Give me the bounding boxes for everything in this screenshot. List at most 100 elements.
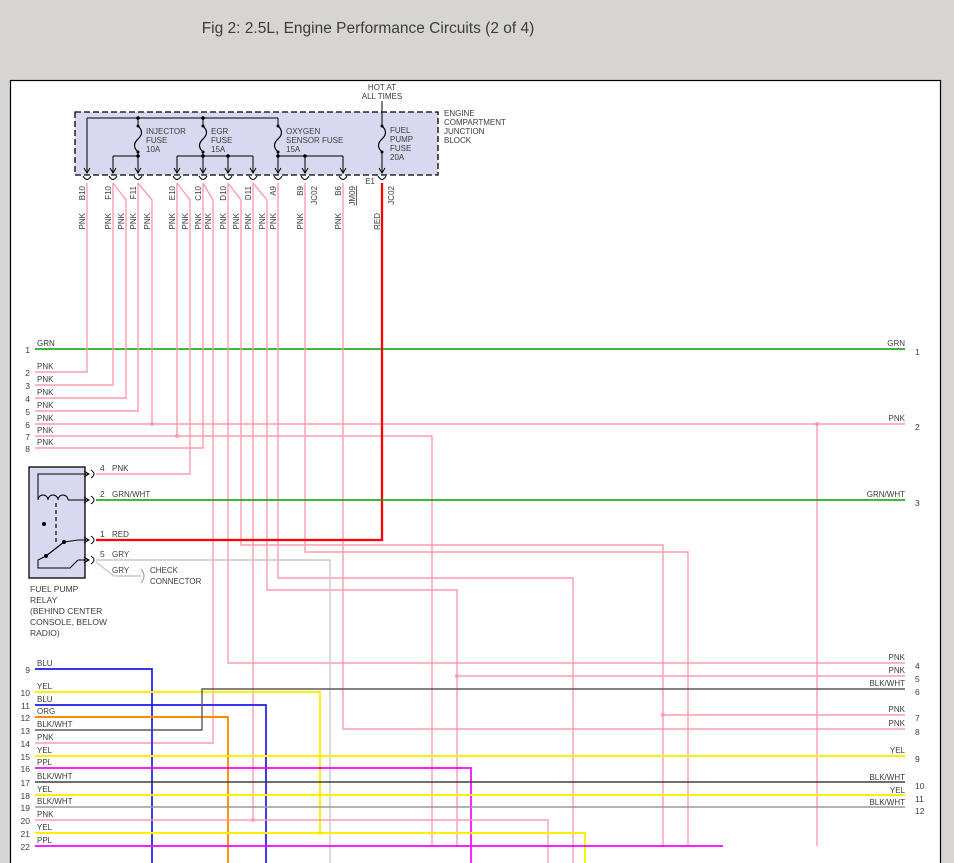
block-pin: D10 xyxy=(219,156,233,201)
wire-color-tag: PNK xyxy=(78,212,87,229)
pin-connector-arc xyxy=(90,555,95,565)
junction-dot xyxy=(136,150,140,154)
wire-color-tag: PNK xyxy=(194,212,203,229)
wire xyxy=(37,555,79,569)
junction-dot xyxy=(62,540,66,544)
row-number: 9 xyxy=(915,754,920,764)
pin-id: D11 xyxy=(244,185,253,200)
wire-color-tag: PNK xyxy=(204,212,213,229)
wire-color-label: YEL xyxy=(37,746,53,755)
wire-color-label: BLU xyxy=(37,659,53,668)
junction-block-label: COMPARTMENT xyxy=(444,118,506,127)
junction-dot xyxy=(201,124,205,128)
block-pin: B9 JC02 xyxy=(296,156,319,205)
wire-color-label: PNK xyxy=(889,653,906,662)
wire xyxy=(35,183,139,412)
row-number: 13 xyxy=(21,726,31,736)
relay-pin: 4 PNK xyxy=(78,463,129,479)
pin-connector-arc xyxy=(108,175,118,180)
wire xyxy=(35,183,114,386)
wire-color-label: GRN/WHT xyxy=(867,490,905,499)
fuse-label: 10A xyxy=(146,145,161,154)
relay-name-label: RELAY xyxy=(30,595,58,605)
wire xyxy=(95,561,141,577)
row-number: 14 xyxy=(21,739,31,749)
relay-pin-number: 2 xyxy=(100,489,105,499)
pin-connector-arc xyxy=(90,535,95,545)
wire xyxy=(274,167,282,174)
junction-block-label: ENGINE xyxy=(444,109,475,118)
wire-color-label: RED xyxy=(112,530,129,539)
wire xyxy=(277,183,574,863)
row-number: 2 xyxy=(915,422,920,432)
wire xyxy=(35,668,153,863)
row-number: 22 xyxy=(21,842,31,852)
wire-color-label: PNK xyxy=(37,810,54,819)
fuse-label: FUSE xyxy=(390,144,411,153)
row-number: 20 xyxy=(21,816,31,826)
fuse-symbol xyxy=(198,125,208,153)
right-row-labels: GRN 1 PNK 2 GRN/WHT 3 PNK 4 PNK 5 BLK/WHT 6 PNK 7 PNK 8… xyxy=(867,339,925,816)
fuse-label: EGR xyxy=(211,127,229,136)
wire-color-label: GRN xyxy=(37,339,55,348)
wire xyxy=(301,167,309,174)
row-number: 9 xyxy=(25,665,30,675)
wire-color-label: BLK/WHT xyxy=(37,720,73,729)
wire xyxy=(35,691,321,833)
pin-id: A9 xyxy=(269,185,278,195)
pin-id: B10 xyxy=(78,185,87,200)
fuse-label: FUEL xyxy=(390,126,411,135)
splice-id: JM09 xyxy=(348,185,357,205)
wire xyxy=(109,167,117,174)
row-number: 7 xyxy=(915,713,920,723)
fuse-label: 15A xyxy=(211,145,226,154)
wire-color-tag: RED xyxy=(373,213,382,230)
wire-color-label: PNK xyxy=(37,401,54,410)
pin-id: F10 xyxy=(104,185,113,199)
pin-connector-arc xyxy=(223,175,233,180)
fuse-label: INJECTOR xyxy=(146,127,186,136)
fuse-label: FUSE xyxy=(211,136,232,145)
row-number: 10 xyxy=(915,781,925,791)
wire xyxy=(35,767,472,863)
wire-color-tag: PNK xyxy=(104,212,113,229)
wire-color-label: PNK xyxy=(889,666,906,675)
relay-name-label: FUEL PUMP xyxy=(30,584,79,594)
row-number: 12 xyxy=(21,713,31,723)
wire xyxy=(35,183,204,449)
junction-dot xyxy=(175,434,179,438)
junction-dot xyxy=(251,818,255,822)
row-number: 1 xyxy=(25,345,30,355)
wire-color-label: ORG xyxy=(37,707,55,716)
pin-id: B9 xyxy=(296,185,305,195)
row-number: 3 xyxy=(25,381,30,391)
wire xyxy=(37,473,78,500)
pin-id: E10 xyxy=(168,185,177,200)
wire-color-label: BLK/WHT xyxy=(869,679,905,688)
junction-dot xyxy=(276,124,280,128)
wire xyxy=(173,167,181,174)
relay-coil xyxy=(37,494,69,501)
wire-color-label: PNK xyxy=(889,414,906,423)
wire-color-label: PNK xyxy=(889,719,906,728)
relay-pin-number: 1 xyxy=(100,529,105,539)
fuse-label: PUMP xyxy=(390,135,413,144)
wire xyxy=(96,182,191,475)
wire-junctions xyxy=(150,422,819,835)
wire xyxy=(35,435,433,846)
wire xyxy=(83,167,91,174)
row-number: 4 xyxy=(25,394,30,404)
row-number: 4 xyxy=(915,661,920,671)
junction-block-box xyxy=(74,111,439,176)
splice-id: JC02 xyxy=(387,185,396,204)
block-pin: A9 xyxy=(269,156,283,196)
pin-id: E1 xyxy=(365,177,375,186)
fuse-label: SENSOR FUSE xyxy=(286,136,343,145)
row-number: 17 xyxy=(21,778,31,788)
wire-color-label: GRN/WHT xyxy=(112,490,150,499)
